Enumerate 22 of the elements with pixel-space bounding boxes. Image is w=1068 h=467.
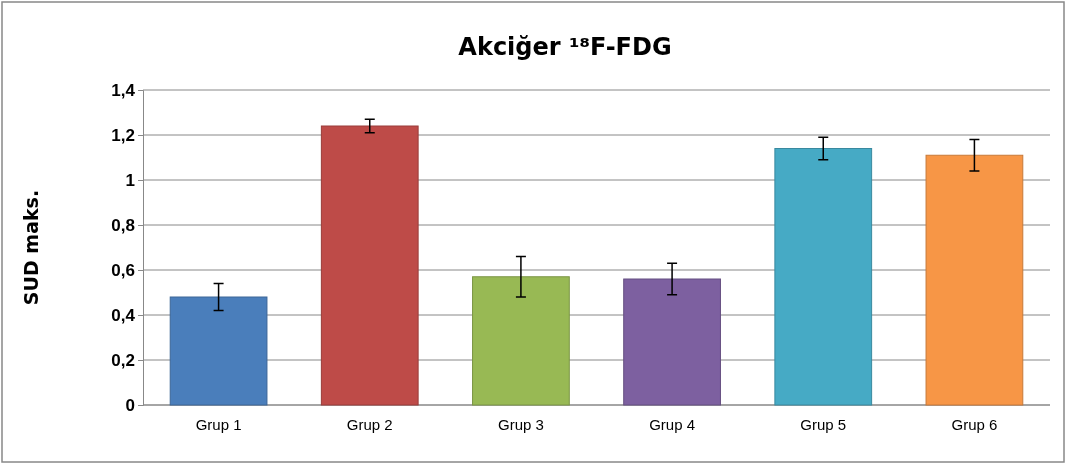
y-tick-label: 0,8 (111, 215, 135, 235)
bar (320, 125, 419, 406)
y-axis-title: SUD maks. (20, 189, 42, 306)
y-tick-label: 0,6 (111, 260, 135, 280)
bar (472, 276, 570, 406)
y-tick-label: 0,2 (111, 350, 135, 370)
x-tick-label: Grup 4 (649, 415, 696, 433)
chart-title: Akciğer ¹⁸F-FDG (458, 33, 672, 61)
y-tick-label: 1,2 (111, 125, 135, 145)
bar (774, 148, 873, 406)
y-tick-label: 1,4 (111, 80, 136, 100)
y-tick-label: 0 (125, 395, 135, 415)
y-tick-label: 0,4 (111, 305, 136, 325)
x-tick-label: Grup 5 (800, 415, 847, 433)
bar (925, 154, 1024, 406)
x-tick-label: Grup 6 (951, 415, 998, 433)
bar (169, 296, 268, 406)
x-tick-label: Grup 2 (346, 415, 393, 433)
y-tick-label: 1 (125, 170, 135, 190)
x-tick-label: Grup 3 (497, 415, 544, 433)
bar (623, 278, 721, 406)
x-tick-label: Grup 1 (195, 415, 242, 433)
